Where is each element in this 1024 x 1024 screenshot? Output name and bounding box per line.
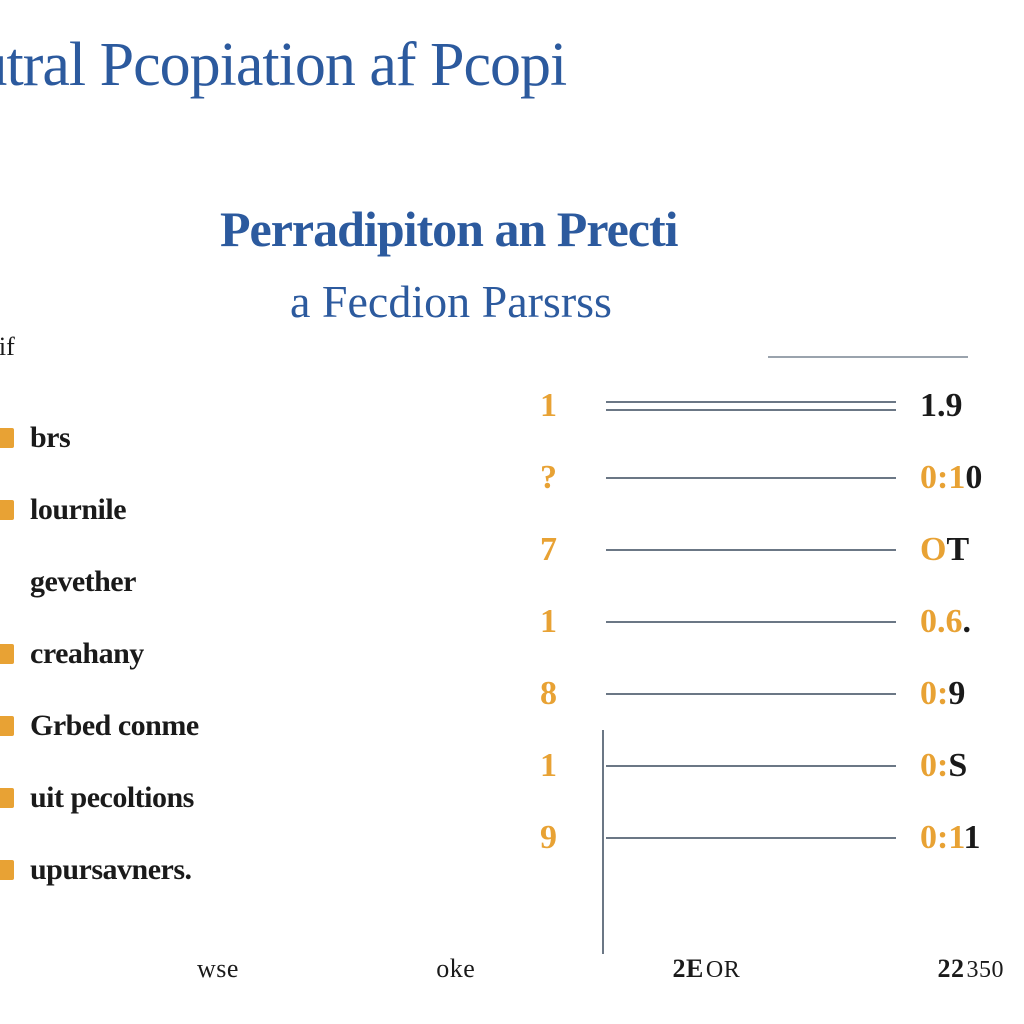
page-title: eutral Pcopiation af Pcopi xyxy=(0,30,1024,101)
top-separator xyxy=(768,356,968,358)
row-rule-line xyxy=(606,401,896,411)
row-rule-line xyxy=(606,693,896,695)
legend-row: lournile xyxy=(0,474,290,546)
value-column: 11.9?0:107OT10.6.80:910:S90:11 xyxy=(540,370,1010,874)
row-right-number: 0:S xyxy=(920,747,1010,785)
row-rule-line xyxy=(606,837,896,839)
legend-swatch-icon xyxy=(0,500,14,520)
legend-subhead: selif xyxy=(0,332,290,362)
value-row: 1 0:S xyxy=(540,730,1010,802)
row-right-number: 0:10 xyxy=(920,459,1010,497)
value-row: 8 0:9 xyxy=(540,658,1010,730)
row-right-number: 0:11 xyxy=(920,819,1010,857)
value-row: 7 OT xyxy=(540,514,1010,586)
row-left-number: 1 xyxy=(540,603,588,641)
value-row: 11.9 xyxy=(540,370,1010,442)
legend-swatch-icon xyxy=(0,428,14,448)
legend-swatch-icon xyxy=(0,788,14,808)
legend-swatch-icon xyxy=(0,716,14,736)
row-rule-line xyxy=(606,765,896,767)
value-row: 9 0:11 xyxy=(540,802,1010,874)
vertical-separator xyxy=(602,730,604,954)
legend-row: creahany xyxy=(0,618,290,690)
bottom-axis: iewseoke2EOR22350 xyxy=(0,954,1004,984)
legend-row: brs xyxy=(0,402,290,474)
value-row: ? 0:10 xyxy=(540,442,1010,514)
row-left-number: 1 xyxy=(540,387,588,425)
row-right-number: 1.9 xyxy=(920,387,1010,425)
row-right-number: 0.6. xyxy=(920,603,1010,641)
row-left-number: 7 xyxy=(540,531,588,569)
legend-row: 1gevether xyxy=(0,546,290,618)
legend-row: upursavners. xyxy=(0,834,290,906)
row-right-number: OT xyxy=(920,531,1010,569)
subtitle-line-1: Perradipiton an Precti xyxy=(220,200,1024,258)
axis-tick: oke xyxy=(436,954,475,984)
legend-row: uit pecoltions xyxy=(0,762,290,834)
legend-label: upursavners. xyxy=(30,853,192,887)
value-row: 1 0.6. xyxy=(540,586,1010,658)
legend-label: creahany xyxy=(30,637,144,671)
legend-label: gevether xyxy=(30,565,136,599)
legend-swatch-icon xyxy=(0,860,14,880)
axis-tick: 22350 xyxy=(938,954,1005,984)
axis-tick: wse xyxy=(197,954,239,984)
legend-label: brs xyxy=(30,421,70,455)
legend-label: lournile xyxy=(30,493,126,527)
axis-tick: 2EOR xyxy=(673,954,741,984)
row-rule-line xyxy=(606,549,896,551)
row-rule-line xyxy=(606,477,896,479)
row-right-number: 0:9 xyxy=(920,675,1010,713)
legend-label: uit pecoltions xyxy=(30,781,194,815)
subtitle-line-2: a Fecdion Parsrss xyxy=(290,275,612,328)
legend-label: Grbed conme xyxy=(30,709,199,743)
legend-row: Grbed conme xyxy=(0,690,290,762)
legend-swatch-icon xyxy=(0,644,14,664)
row-left-number: 8 xyxy=(540,675,588,713)
row-left-number: ? xyxy=(540,459,588,497)
row-left-number: 9 xyxy=(540,819,588,857)
legend-header: o xyxy=(0,250,290,284)
row-rule-line xyxy=(606,621,896,623)
legend-column: o selif brs lournile 1gevether creahany Grbe… xyxy=(0,250,290,906)
row-left-number: 1 xyxy=(540,747,588,785)
